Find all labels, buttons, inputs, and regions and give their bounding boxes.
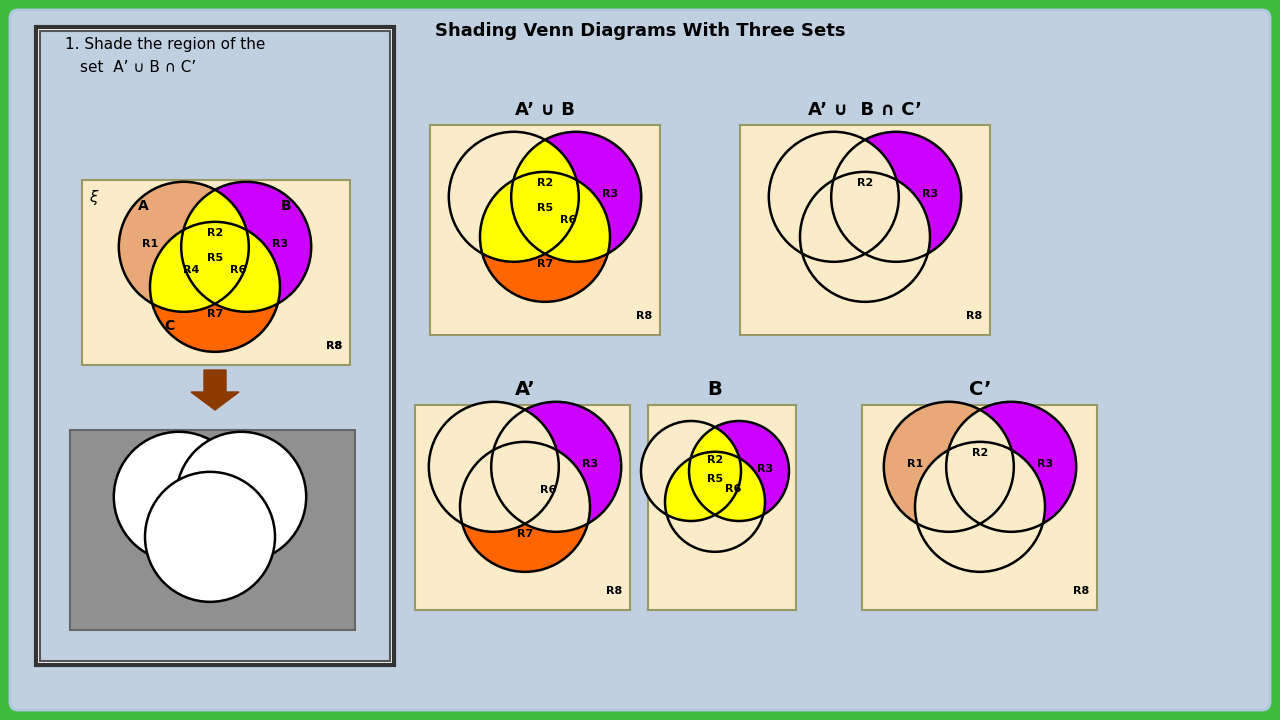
Text: C: C [164, 319, 174, 333]
Circle shape [119, 181, 248, 312]
FancyBboxPatch shape [430, 125, 660, 335]
Text: R3: R3 [582, 459, 598, 469]
Circle shape [182, 181, 311, 312]
FancyBboxPatch shape [415, 405, 630, 610]
Circle shape [666, 452, 765, 552]
Text: R7: R7 [536, 259, 553, 269]
Text: R2: R2 [536, 178, 553, 187]
Circle shape [480, 172, 611, 302]
Circle shape [119, 181, 248, 312]
Text: B: B [708, 380, 722, 399]
Text: R2: R2 [972, 448, 988, 457]
Text: R8: R8 [605, 586, 622, 596]
Circle shape [641, 421, 741, 521]
Text: R7: R7 [207, 309, 223, 319]
Text: B: B [282, 199, 292, 214]
Circle shape [946, 402, 1076, 532]
Circle shape [800, 172, 931, 302]
Circle shape [150, 222, 280, 352]
Text: $\xi$: $\xi$ [90, 188, 100, 207]
FancyBboxPatch shape [70, 430, 355, 630]
FancyBboxPatch shape [36, 27, 394, 665]
Circle shape [769, 132, 899, 262]
Polygon shape [191, 370, 239, 410]
Circle shape [769, 132, 899, 262]
Circle shape [460, 442, 590, 572]
Circle shape [831, 132, 961, 262]
Circle shape [883, 402, 1014, 532]
Text: R7: R7 [517, 529, 534, 539]
Text: R3: R3 [271, 238, 288, 248]
Circle shape [883, 402, 1014, 532]
Circle shape [689, 421, 788, 521]
Text: R3: R3 [756, 464, 773, 474]
Text: 1. Shade the region of the: 1. Shade the region of the [65, 37, 265, 52]
Circle shape [800, 172, 931, 302]
Text: A’ ∪  B ∩ C’: A’ ∪ B ∩ C’ [808, 101, 922, 119]
FancyBboxPatch shape [82, 180, 349, 365]
Circle shape [883, 402, 1014, 532]
Circle shape [946, 402, 1076, 532]
Text: R3: R3 [1037, 459, 1053, 469]
Circle shape [511, 132, 641, 262]
Circle shape [119, 181, 248, 312]
Circle shape [429, 402, 559, 532]
Circle shape [689, 421, 788, 521]
Circle shape [114, 432, 243, 562]
Circle shape [946, 402, 1076, 532]
Circle shape [449, 132, 579, 262]
Circle shape [480, 172, 611, 302]
Circle shape [119, 181, 248, 312]
Circle shape [492, 402, 621, 532]
FancyBboxPatch shape [40, 31, 390, 661]
Text: R5: R5 [536, 202, 553, 212]
Circle shape [460, 442, 590, 572]
Circle shape [429, 402, 559, 532]
Circle shape [150, 222, 280, 352]
Circle shape [511, 132, 641, 262]
Circle shape [883, 402, 1014, 532]
Text: R8: R8 [965, 311, 982, 321]
Circle shape [831, 132, 961, 262]
Circle shape [145, 472, 275, 602]
Circle shape [150, 222, 280, 352]
FancyBboxPatch shape [861, 405, 1097, 610]
Circle shape [831, 132, 961, 262]
Circle shape [641, 421, 741, 521]
Circle shape [480, 172, 611, 302]
Text: C’: C’ [969, 380, 991, 399]
Circle shape [883, 402, 1014, 532]
Circle shape [511, 132, 641, 262]
Circle shape [492, 402, 621, 532]
Circle shape [449, 132, 579, 262]
Circle shape [182, 181, 311, 312]
Circle shape [689, 421, 788, 521]
Circle shape [915, 442, 1044, 572]
Circle shape [492, 402, 621, 532]
Circle shape [460, 442, 590, 572]
FancyBboxPatch shape [10, 10, 1270, 710]
Text: R8: R8 [636, 311, 652, 321]
Text: R6: R6 [724, 484, 741, 494]
Circle shape [689, 421, 788, 521]
Circle shape [429, 402, 559, 532]
Circle shape [641, 421, 741, 521]
Text: R5: R5 [207, 253, 223, 263]
Text: A’ ∪ B: A’ ∪ B [515, 101, 575, 119]
Circle shape [511, 132, 641, 262]
Circle shape [182, 181, 311, 312]
Text: Shading Venn Diagrams With Three Sets: Shading Venn Diagrams With Three Sets [435, 22, 845, 40]
Circle shape [182, 181, 311, 312]
Text: R3: R3 [922, 189, 938, 199]
Circle shape [800, 172, 931, 302]
Text: R3: R3 [602, 189, 618, 199]
Text: R6: R6 [540, 485, 557, 495]
Circle shape [769, 132, 899, 262]
Text: R8: R8 [325, 341, 342, 351]
Circle shape [800, 172, 931, 302]
Text: R1: R1 [142, 238, 159, 248]
Circle shape [800, 172, 931, 302]
FancyBboxPatch shape [648, 405, 796, 610]
Circle shape [177, 432, 306, 562]
